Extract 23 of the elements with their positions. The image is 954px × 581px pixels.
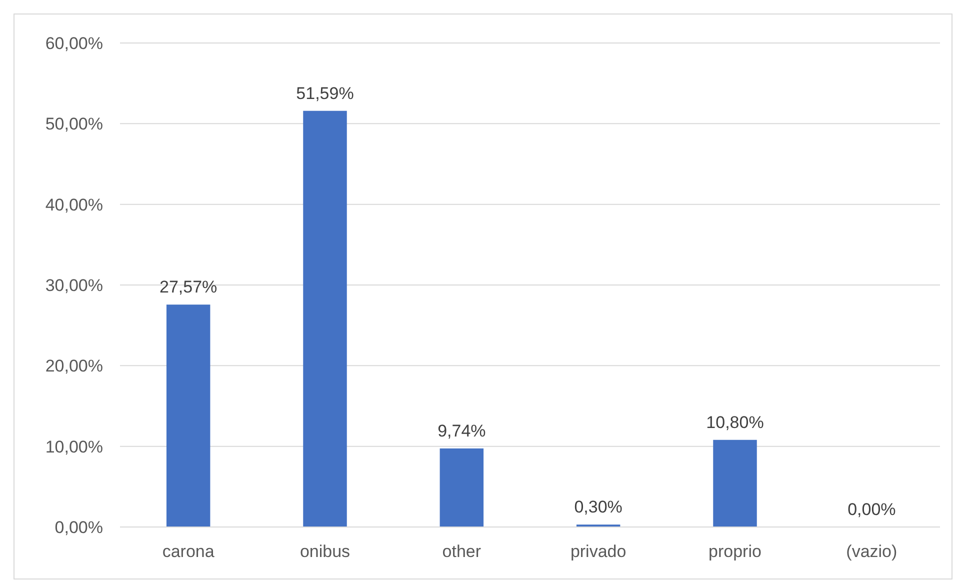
y-tick-label: 20,00%	[45, 356, 103, 376]
x-tick-label: onibus	[300, 542, 350, 561]
bar	[440, 448, 484, 527]
bar	[166, 304, 210, 527]
data-label: 9,74%	[438, 421, 486, 440]
x-tick-label: carona	[162, 542, 215, 561]
x-tick-label: (vazio)	[846, 542, 898, 561]
y-tick-label: 60,00%	[45, 34, 103, 53]
data-label: 0,00%	[848, 500, 896, 519]
data-label: 0,30%	[574, 498, 622, 517]
data-label: 27,57%	[159, 278, 218, 297]
data-label: 51,59%	[296, 84, 354, 103]
bar	[713, 440, 757, 527]
y-tick-label: 40,00%	[45, 195, 103, 214]
y-tick-label: 50,00%	[45, 114, 103, 134]
x-tick-label: other	[442, 542, 482, 561]
y-tick-label: 0,00%	[54, 518, 103, 537]
y-tick-label: 30,00%	[45, 276, 103, 295]
bar	[303, 110, 347, 527]
data-label: 10,80%	[706, 412, 764, 432]
x-tick-label: proprio	[708, 542, 762, 561]
x-tick-label: privado	[570, 542, 626, 561]
y-tick-label: 10,00%	[45, 437, 103, 456]
